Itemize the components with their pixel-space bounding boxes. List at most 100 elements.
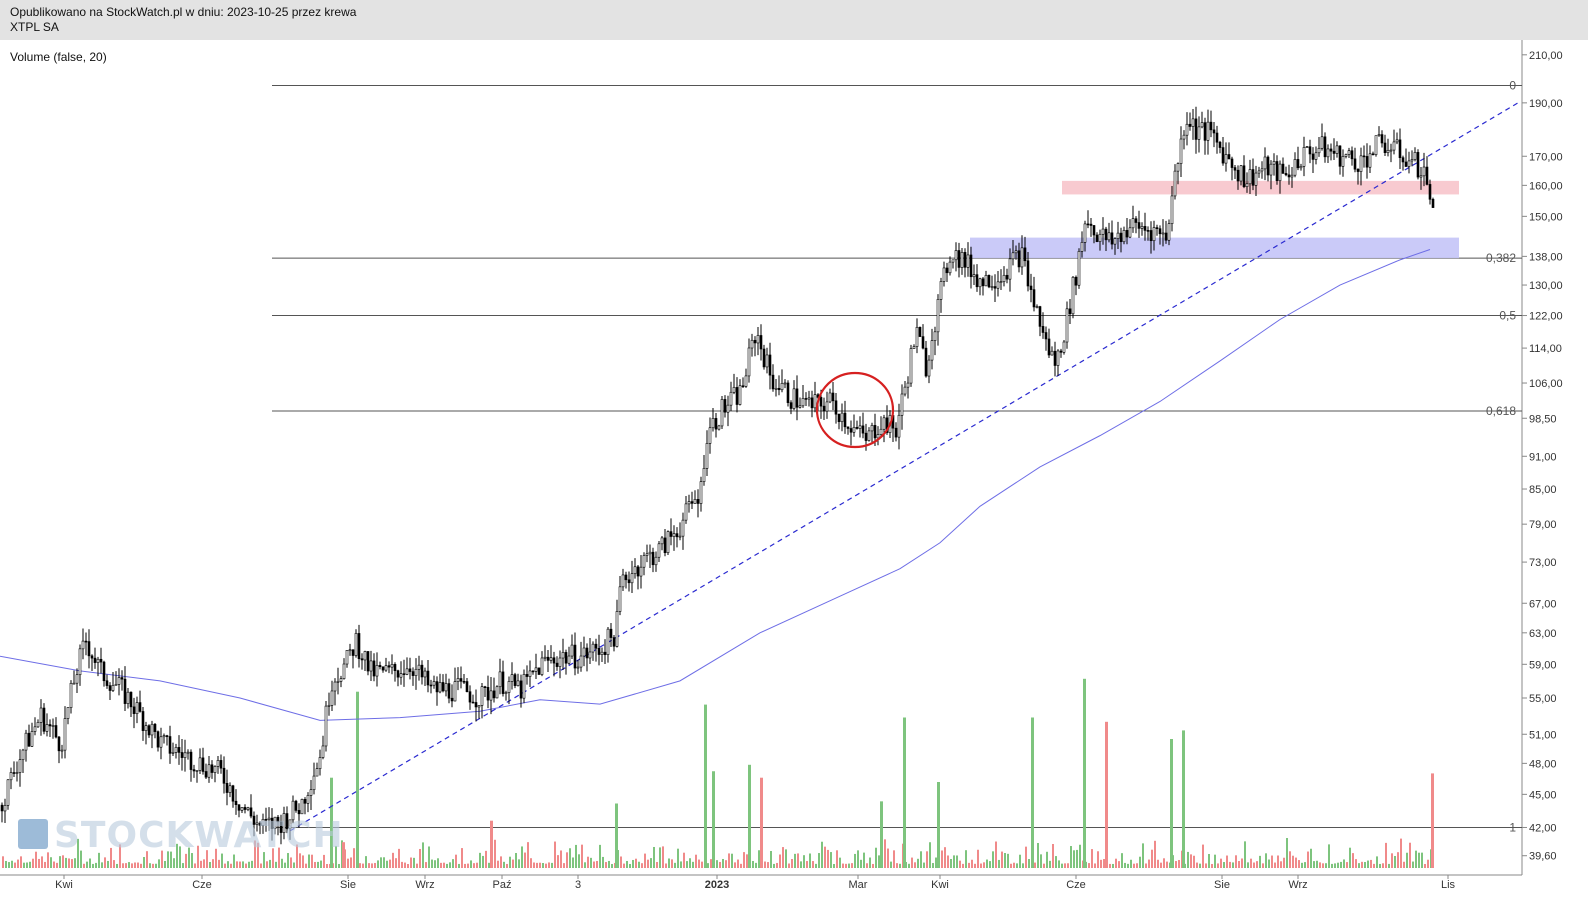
volume-bar	[1217, 863, 1219, 868]
volume-bar	[50, 857, 52, 868]
volume-bar	[1298, 860, 1300, 868]
volume-bar	[1301, 862, 1303, 868]
candle-body	[1209, 121, 1213, 131]
volume-bar	[1022, 863, 1024, 868]
candle-body	[0, 804, 4, 812]
volume-bar	[1061, 863, 1063, 868]
candle-body	[204, 771, 208, 778]
volume-bar	[29, 861, 31, 868]
volume-bar	[656, 861, 658, 868]
volume-bar	[146, 851, 148, 868]
volume-bar	[1238, 861, 1240, 868]
candle-body	[1176, 163, 1180, 172]
candle-body	[750, 339, 754, 349]
candle-body	[1158, 228, 1162, 235]
volume-bar	[362, 863, 364, 868]
candle-body	[1164, 232, 1168, 241]
volume-bar	[1283, 857, 1285, 868]
volume-bar	[455, 854, 457, 868]
volume-bar	[452, 859, 454, 868]
x-tick-label: 2023	[705, 879, 729, 891]
candle-body	[729, 391, 733, 406]
candle-body	[285, 813, 289, 830]
candle-body	[528, 670, 532, 677]
volume-bar	[1325, 863, 1327, 868]
volume-bar	[1007, 853, 1009, 868]
volume-bar	[986, 859, 988, 868]
volume-bar	[155, 863, 157, 868]
volume-bar	[767, 862, 769, 868]
volume-bar	[1304, 862, 1306, 868]
volume-bar	[1388, 863, 1390, 868]
fibonacci-label: 0,618	[1486, 404, 1516, 418]
candle-body	[603, 651, 607, 655]
candle-body	[297, 810, 301, 815]
candle-body	[1392, 141, 1396, 151]
volume-bar	[575, 844, 577, 868]
candle-body	[480, 686, 484, 706]
volume-bar	[137, 862, 139, 868]
candle-body	[1227, 154, 1231, 160]
candle-body	[456, 678, 460, 682]
candle-body	[306, 795, 310, 804]
candle-body	[651, 551, 655, 566]
volume-bar	[1400, 838, 1402, 868]
candle-body	[183, 752, 187, 758]
candle-body	[909, 348, 913, 384]
candle-body	[144, 725, 148, 731]
candle-body	[1200, 122, 1204, 128]
volume-bar	[1265, 853, 1267, 868]
y-tick-label: 210,00	[1529, 50, 1563, 62]
candle-body	[168, 736, 172, 754]
candle-body	[1410, 159, 1414, 162]
volume-bar	[569, 848, 571, 868]
volume-bar	[464, 863, 466, 868]
volume-bar	[869, 857, 871, 868]
candle-body	[447, 683, 451, 699]
volume-bar	[1331, 863, 1333, 868]
volume-bar	[1328, 844, 1330, 868]
volume-bar	[527, 842, 529, 868]
candle-body	[882, 417, 886, 430]
volume-bar	[203, 859, 205, 868]
candle-body	[60, 749, 64, 752]
candle-body	[624, 574, 628, 581]
volume-bar	[1232, 862, 1234, 868]
volume-bar	[911, 857, 913, 868]
volume-bar	[647, 859, 649, 868]
candle-body	[513, 674, 517, 686]
volume-bar	[227, 861, 229, 868]
candle-body	[255, 822, 259, 825]
candle-body	[780, 382, 784, 391]
volume-bar	[368, 863, 370, 868]
y-tick-label: 130,00	[1529, 280, 1563, 292]
volume-bar	[797, 853, 799, 868]
candle-body	[558, 657, 562, 667]
candle-body	[576, 666, 580, 669]
y-tick-label: 59,00	[1529, 659, 1557, 671]
candle-body	[147, 725, 151, 736]
volume-bar	[149, 863, 151, 868]
candle-body	[354, 633, 358, 656]
volume-bar	[431, 859, 433, 868]
candle-body	[597, 648, 601, 655]
volume-bar	[1310, 848, 1312, 868]
volume-bar	[1073, 850, 1075, 868]
x-tick-label: Wrz	[415, 879, 434, 891]
volume-bar	[23, 862, 25, 868]
volume-bar	[764, 861, 766, 868]
candle-body	[1155, 227, 1159, 229]
volume-bar	[185, 853, 187, 868]
volume-bar	[674, 862, 676, 868]
volume-bar	[1244, 841, 1246, 868]
volume-bar	[239, 861, 241, 868]
volume-bar	[1277, 855, 1279, 868]
candle-body	[156, 731, 160, 748]
candle-body	[1323, 136, 1327, 158]
candle-body	[1194, 118, 1198, 140]
volume-bar	[896, 863, 898, 868]
volume-bar	[1115, 858, 1117, 868]
volume-bar	[638, 861, 640, 868]
volume-bar	[854, 853, 856, 868]
volume-bar	[758, 850, 760, 868]
